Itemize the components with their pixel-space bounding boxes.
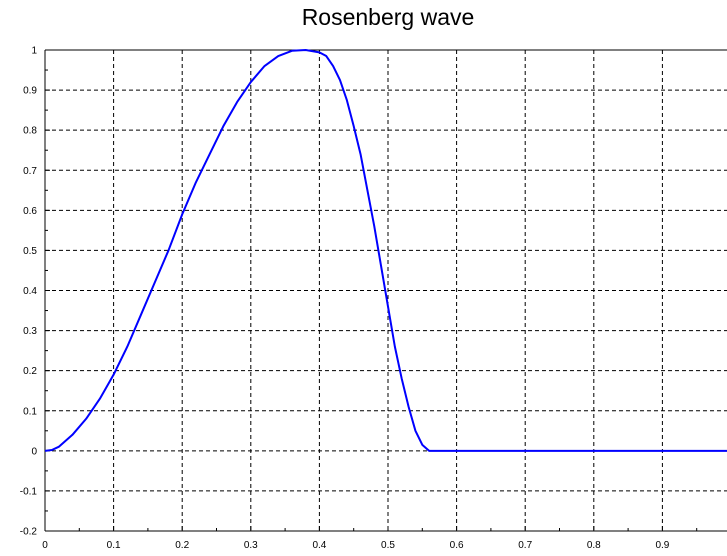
chart-title: Rosenberg wave xyxy=(301,4,475,30)
x-tick-label: 0.8 xyxy=(587,540,601,551)
x-tick-label: 0.5 xyxy=(381,540,395,551)
x-tick-label: 0.3 xyxy=(244,540,258,551)
y-tick-label: 0.9 xyxy=(23,86,37,97)
y-tick-label: 0.3 xyxy=(23,326,37,337)
x-tick-label: 0.6 xyxy=(450,540,464,551)
y-tick-label: 0.1 xyxy=(23,406,37,417)
y-tick-label: 0.2 xyxy=(23,366,37,377)
y-tick-label: 1 xyxy=(31,46,37,57)
y-tick-label: 0.7 xyxy=(23,166,37,177)
x-tick-label: 0.1 xyxy=(107,540,121,551)
y-tick-label: -0.1 xyxy=(20,486,38,497)
x-tick-label: 0.9 xyxy=(655,540,669,551)
series-line xyxy=(44,49,727,452)
y-tick-label: 0 xyxy=(31,446,37,457)
y-tick-label: 0.8 xyxy=(23,126,37,137)
y-tick-label: 0.5 xyxy=(23,246,37,257)
x-tick-label: 0 xyxy=(42,540,48,551)
x-tick-label: 0.7 xyxy=(518,540,532,551)
x-tick-label: 0.2 xyxy=(175,540,189,551)
x-tick-label: 0.4 xyxy=(312,540,326,551)
y-tick-label: 0.6 xyxy=(23,206,37,217)
y-tick-label: -0.2 xyxy=(20,527,38,538)
y-tick-label: 0.4 xyxy=(23,286,37,297)
